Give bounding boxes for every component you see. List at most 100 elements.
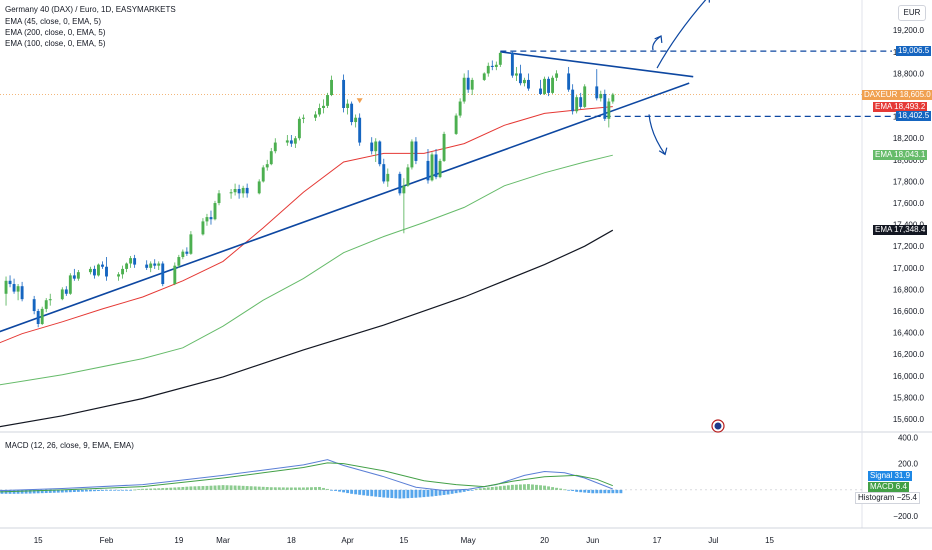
histogram-bar (129, 489, 133, 491)
price-tag-value: 18,605.0 (899, 89, 931, 99)
price-tag-label: MACD (870, 482, 896, 492)
candle-body (490, 65, 494, 67)
histogram-bar (245, 486, 249, 490)
time-axis-label: 19 (174, 536, 183, 545)
candle-body (494, 64, 498, 67)
histogram-bar (510, 484, 514, 490)
candle-body (20, 286, 24, 300)
chart-title: Germany 40 (DAX) / Euro, 1D, EASYMARKETS (5, 5, 176, 14)
ema200-line (0, 229, 614, 428)
price-tag-value: 6.4 (895, 482, 907, 492)
candle-body (48, 299, 52, 301)
histogram-bar (309, 487, 313, 490)
histogram-bar (482, 487, 486, 490)
histogram-bar (165, 487, 169, 490)
candle-body (322, 105, 325, 108)
candle-body (354, 117, 358, 123)
price-tag-value: 18,402.5 (898, 111, 930, 121)
histogram-bar (117, 489, 120, 491)
candle-body (603, 93, 607, 119)
histogram-bar (386, 489, 390, 498)
histogram-bar (358, 489, 362, 495)
candle-body (213, 203, 217, 220)
histogram-bar (462, 489, 466, 492)
time-axis-label: Jul (708, 536, 718, 545)
indicator-ema200[interactable]: EMA (200, close, 0, EMA, 5) (5, 28, 106, 37)
histogram-bar (217, 485, 221, 490)
histogram-bar (571, 489, 575, 492)
ema100-line (0, 154, 613, 386)
price-tag-label: EMA (875, 150, 895, 160)
histogram-bar (535, 484, 538, 490)
price-tag-label: EMA (875, 101, 895, 111)
histogram-bar (567, 489, 571, 491)
histogram-bar (229, 485, 233, 490)
candle-body (8, 280, 12, 285)
currency-button[interactable]: EUR (898, 5, 926, 21)
ema45-line (0, 106, 613, 344)
candle-body (386, 173, 390, 182)
candle-body (133, 258, 137, 265)
histogram-bar (486, 487, 490, 490)
histogram-bar (334, 489, 338, 491)
histogram-bar (374, 489, 378, 497)
candle-body (233, 189, 237, 193)
candle-body (16, 286, 20, 292)
bullish-projection-arrow (656, 0, 707, 69)
candle-body (293, 138, 297, 144)
price-tag-value: −25.4 (896, 493, 917, 503)
histogram-bar (125, 489, 129, 491)
histogram-bar (478, 488, 482, 490)
indicator-ema100[interactable]: EMA (100, close, 0, EMA, 5) (5, 39, 106, 48)
histogram-bar (522, 484, 526, 490)
ema45-price-tag: EMA 18,493.2 (873, 101, 928, 112)
price-tag-label: DAXEUR (864, 89, 900, 99)
histogram-bar (318, 486, 321, 490)
time-axis-label: 18 (287, 536, 296, 545)
histogram-bar (24, 489, 28, 494)
histogram-bar (611, 489, 615, 494)
price-tick-label: 17,800.0 (893, 177, 925, 186)
indicator-ema45[interactable]: EMA (45, close, 0, EMA, 5) (5, 17, 102, 26)
histogram-bar (197, 486, 201, 490)
histogram-bar (490, 487, 494, 490)
candle-body (551, 77, 555, 93)
histogram-bar (430, 489, 434, 497)
candle-body (510, 52, 514, 76)
signal-price-tag: Signal 31.9 (868, 470, 913, 481)
candle-body (547, 78, 550, 93)
macd-tick-label: −200.0 (893, 512, 918, 521)
histogram-bar (301, 487, 305, 490)
candle-body (44, 300, 48, 309)
candle-body (237, 189, 241, 194)
time-axis-label: Mar (216, 536, 230, 545)
histogram-bar (382, 489, 386, 498)
histogram-bar (454, 489, 458, 494)
candle-body (402, 185, 406, 194)
candle-body (88, 268, 92, 273)
time-axis-label: May (461, 536, 476, 545)
histogram-bar (438, 489, 442, 496)
candle-body (265, 164, 269, 168)
candle-body (518, 73, 522, 84)
candle-body (32, 299, 36, 312)
candle-body (607, 101, 611, 119)
candle-body (539, 88, 542, 94)
histogram-bar (137, 489, 141, 490)
signal-line (0, 462, 613, 493)
histogram-bar (189, 486, 193, 490)
bullish-breakout-arrow-head (654, 35, 663, 44)
histogram-bar (92, 489, 96, 492)
histogram-bar (494, 486, 498, 490)
histogram-bar (241, 485, 245, 490)
candle-body (350, 103, 354, 123)
candle-body (241, 187, 245, 194)
candle-body (579, 97, 583, 107)
candle-body (314, 114, 317, 118)
histogram-bar (555, 487, 559, 490)
candle-body (129, 258, 133, 264)
macd-title[interactable]: MACD (12, 26, close, 9, EMA, EMA) (5, 441, 134, 450)
resistance-trendline (500, 51, 694, 78)
candle-body (567, 73, 571, 90)
